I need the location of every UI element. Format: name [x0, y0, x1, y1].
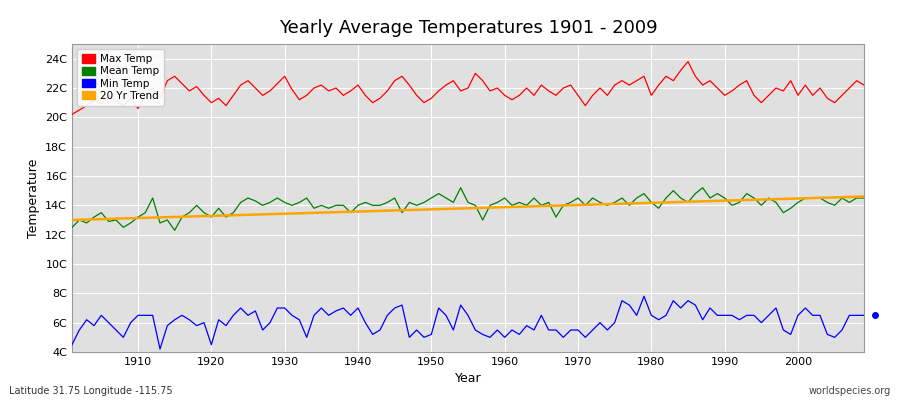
Text: worldspecies.org: worldspecies.org [809, 386, 891, 396]
Legend: Max Temp, Mean Temp, Min Temp, 20 Yr Trend: Max Temp, Mean Temp, Min Temp, 20 Yr Tre… [77, 49, 165, 106]
Y-axis label: Temperature: Temperature [27, 158, 40, 238]
Text: Latitude 31.75 Longitude -115.75: Latitude 31.75 Longitude -115.75 [9, 386, 173, 396]
Title: Yearly Average Temperatures 1901 - 2009: Yearly Average Temperatures 1901 - 2009 [279, 19, 657, 37]
X-axis label: Year: Year [454, 372, 482, 386]
